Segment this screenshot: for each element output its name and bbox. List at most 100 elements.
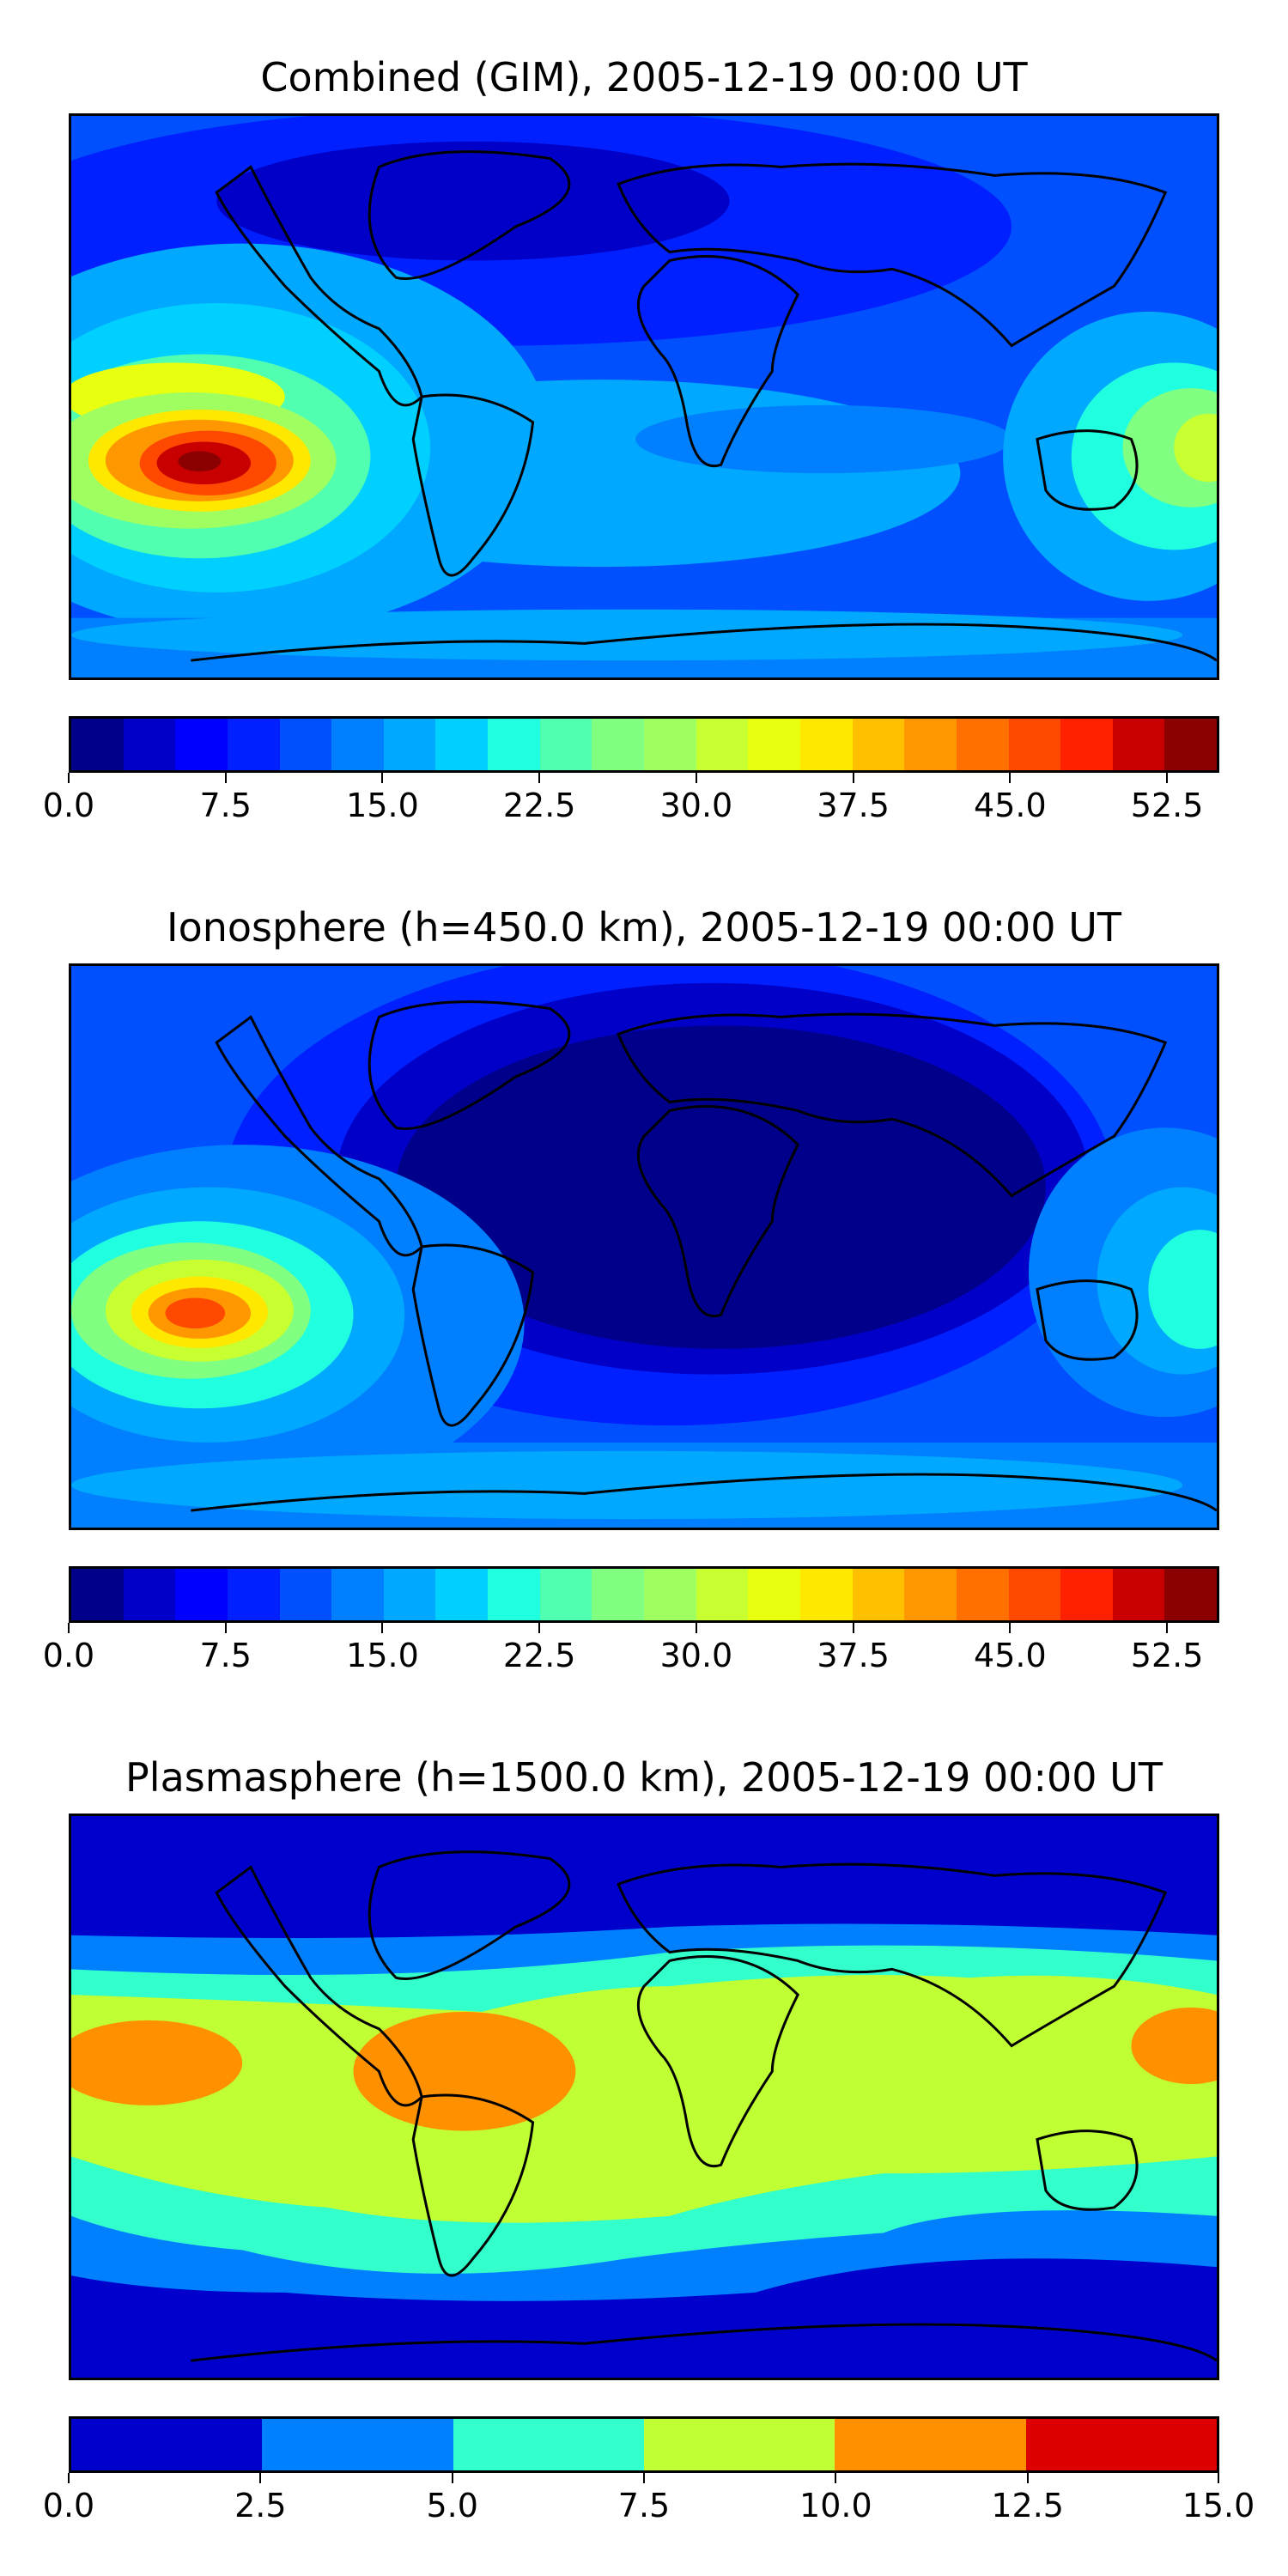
colorbar-tick-label: 7.5 <box>199 787 252 824</box>
colorbar-segment <box>227 719 280 770</box>
colorbar-segment <box>262 2419 453 2470</box>
colorbar-tick-label: 37.5 <box>817 1637 890 1674</box>
ionosphere-colorbar <box>69 1566 1219 1623</box>
colorbar-tick-label: 15.0 <box>346 1637 419 1674</box>
colorbar-tick-mark <box>1218 2473 1219 2483</box>
colorbar-segment <box>123 719 176 770</box>
colorbar-segment <box>956 1569 1009 1620</box>
colorbar-tick-label: 45.0 <box>974 787 1047 824</box>
colorbar-segment <box>696 1569 749 1620</box>
colorbar-segment <box>227 1569 280 1620</box>
colorbar-segment <box>696 719 749 770</box>
ionosphere-map-title: Ionosphere (h=450.0 km), 2005-12-19 00:0… <box>167 904 1121 951</box>
combined-colorbar-ticks: 0.0 7.5 15.0 22.5 30.0 37.5 45.0 52.5 <box>43 773 1219 824</box>
colorbar-tick-label: 37.5 <box>817 787 890 824</box>
colorbar-tick-label: 0.0 <box>42 2487 95 2524</box>
colorbar-segment <box>539 719 592 770</box>
colorbar-segment <box>331 719 384 770</box>
colorbar-tick-mark <box>68 1623 70 1633</box>
colorbar-segment <box>644 1569 696 1620</box>
colorbar-segment <box>1025 2419 1217 2470</box>
colorbar-tick-mark <box>1009 773 1012 783</box>
colorbar-segment <box>643 2419 835 2470</box>
colorbar-tick-mark <box>68 2473 70 2483</box>
colorbar-segment <box>644 719 696 770</box>
colorbar-tick-label: 7.5 <box>617 2487 671 2524</box>
colorbar-segment <box>1164 719 1217 770</box>
colorbar-segment <box>488 1569 540 1620</box>
colorbar-segment <box>383 1569 436 1620</box>
combined-colorbar <box>69 716 1219 773</box>
colorbar-tick-mark <box>1166 773 1169 783</box>
colorbar-tick-label: 22.5 <box>502 1637 576 1674</box>
colorbar-tick-label: 10.0 <box>799 2487 872 2524</box>
colorbar-segment <box>1060 1569 1113 1620</box>
colorbar-segment <box>904 1569 957 1620</box>
ionosphere-tec-map <box>69 963 1219 1530</box>
colorbar-tick-label: 52.5 <box>1130 1637 1204 1674</box>
colorbar-segment <box>1060 719 1113 770</box>
colorbar-segment <box>592 1569 645 1620</box>
colorbar-tick-label: 15.0 <box>346 787 419 824</box>
colorbar-tick-label: 2.5 <box>234 2487 287 2524</box>
colorbar-segment <box>71 719 124 770</box>
colorbar-tick-label: 12.5 <box>991 2487 1064 2524</box>
colorbar-tick-mark <box>224 1623 227 1633</box>
colorbar-segment <box>799 1569 853 1620</box>
colorbar-tick-label: 30.0 <box>659 1637 733 1674</box>
ionosphere-colorbar-ticks: 0.0 7.5 15.0 22.5 30.0 37.5 45.0 52.5 <box>43 1623 1219 1674</box>
colorbar-tick-mark <box>259 2473 262 2483</box>
colorbar-tick-mark <box>1166 1623 1169 1633</box>
colorbar-segment <box>453 2419 644 2470</box>
colorbar-segment <box>799 719 853 770</box>
colorbar-segment <box>1164 1569 1217 1620</box>
colorbar-tick-label: 15.0 <box>1182 2487 1255 2524</box>
colorbar-tick-label: 7.5 <box>199 1637 252 1674</box>
colorbar-tick-label: 0.0 <box>42 1637 95 1674</box>
colorbar-tick-mark <box>538 1623 541 1633</box>
colorbar-segment <box>71 1569 124 1620</box>
colorbar-segment <box>488 719 540 770</box>
colorbar-segment <box>175 719 228 770</box>
colorbar-segment <box>852 719 905 770</box>
colorbar-tick-mark <box>451 2473 453 2483</box>
colorbar-segment <box>748 1569 800 1620</box>
colorbar-tick-label: 45.0 <box>974 1637 1047 1674</box>
colorbar-segment <box>1112 719 1165 770</box>
colorbar-tick-label: 0.0 <box>42 787 95 824</box>
colorbar-segment <box>852 1569 905 1620</box>
colorbar-segment <box>435 1569 489 1620</box>
combined-map-title: Combined (GIM), 2005-12-19 00:00 UT <box>260 54 1028 100</box>
combined-tec-map <box>69 113 1219 680</box>
plasmasphere-colorbar <box>69 2416 1219 2473</box>
colorbar-tick-mark <box>695 1623 697 1633</box>
colorbar-tick-mark <box>381 1623 384 1633</box>
colorbar-tick-mark <box>538 773 541 783</box>
colorbar-segment <box>539 1569 592 1620</box>
colorbar-tick-mark <box>381 773 384 783</box>
plasmasphere-tec-map <box>69 1814 1219 2380</box>
colorbar-tick-mark <box>643 2473 645 2483</box>
colorbar-segment <box>175 1569 228 1620</box>
colorbar-segment <box>748 719 800 770</box>
colorbar-segment <box>383 719 436 770</box>
colorbar-segment <box>331 1569 384 1620</box>
colorbar-segment <box>1008 719 1061 770</box>
colorbar-segment <box>1112 1569 1165 1620</box>
colorbar-tick-label: 52.5 <box>1130 787 1204 824</box>
colorbar-segment <box>279 719 332 770</box>
colorbar-tick-label: 5.0 <box>426 2487 478 2524</box>
colorbar-tick-mark <box>852 773 854 783</box>
colorbar-tick-mark <box>1026 2473 1029 2483</box>
colorbar-segment <box>835 2419 1026 2470</box>
colorbar-segment <box>1008 1569 1061 1620</box>
colorbar-segment <box>435 719 489 770</box>
colorbar-tick-mark <box>224 773 227 783</box>
colorbar-segment <box>904 719 957 770</box>
colorbar-tick-label: 22.5 <box>502 787 576 824</box>
colorbar-tick-mark <box>695 773 697 783</box>
colorbar-tick-mark <box>852 1623 854 1633</box>
colorbar-segment <box>279 1569 332 1620</box>
colorbar-segment <box>956 719 1009 770</box>
colorbar-segment <box>71 2419 263 2470</box>
